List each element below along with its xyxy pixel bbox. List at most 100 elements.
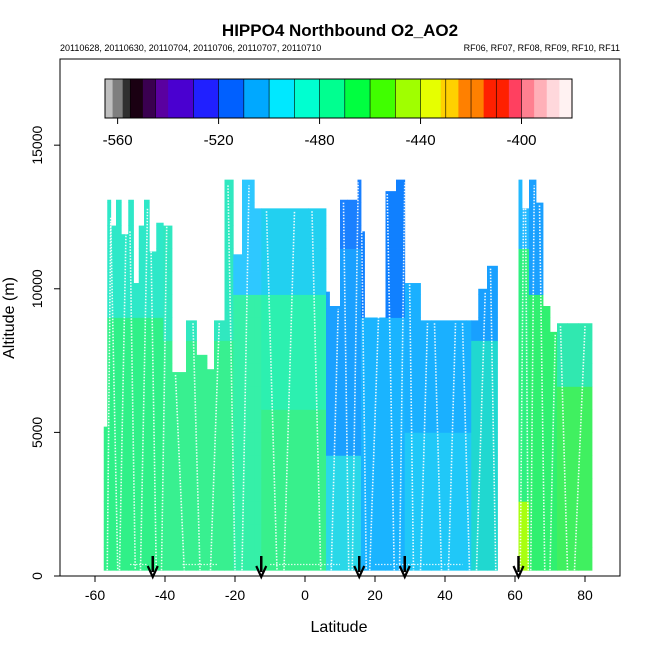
curtain-cell (242, 409, 255, 433)
curtain-cell (254, 340, 262, 364)
curtain-cell (110, 225, 117, 249)
curtain-cell (144, 202, 150, 226)
curtain-cell (163, 225, 173, 249)
curtain-cell (396, 386, 406, 410)
curtain-cell (361, 501, 365, 525)
curtain-cell (396, 363, 406, 387)
curtain-cell (529, 455, 537, 479)
curtain-cell (110, 432, 117, 456)
curtain-cell (557, 501, 568, 525)
curtain-cell (371, 340, 386, 364)
curtain-cell (144, 294, 150, 318)
curtain-cell (116, 524, 122, 548)
y-tick-label: 10000 (29, 269, 45, 308)
curtain-cell (144, 363, 150, 387)
curtain-cell (242, 271, 255, 295)
curtain-cell (471, 455, 479, 479)
curtain-cell (347, 202, 358, 226)
curtain-cell (254, 363, 262, 387)
curtain-cell (207, 369, 215, 387)
curtain-cell (261, 225, 309, 249)
curtain-cell (233, 432, 243, 456)
curtain-cell (149, 317, 157, 341)
curtain-cell (529, 202, 537, 226)
curtain-cell (522, 409, 530, 433)
x-tick-label: 60 (507, 587, 523, 603)
curtain-cell (347, 409, 358, 433)
curtain-cell (233, 547, 243, 571)
curtain-cell (357, 317, 362, 341)
flight-end-arrowhead (255, 565, 268, 580)
curtain-cell (116, 317, 122, 341)
curtain-cell (487, 432, 498, 456)
curtain-cell (233, 386, 243, 410)
curtain-cell (163, 271, 173, 295)
curtain-cell (163, 409, 173, 433)
curtain-cell (156, 340, 164, 364)
curtain-cell (116, 294, 122, 318)
curtain-cell (186, 524, 197, 548)
curtain-cell (326, 386, 330, 410)
curtain-cell (522, 455, 530, 479)
curtain-cell (224, 501, 234, 525)
curtain-cell (107, 340, 112, 364)
curtain-cell (254, 271, 262, 295)
curtain-cell (261, 432, 309, 456)
curtain-cell (138, 547, 145, 571)
curtain-cell (431, 340, 467, 364)
curtain-cell (121, 363, 129, 387)
curtain-cell (110, 271, 117, 295)
curtain-cell (308, 432, 327, 456)
curtain-cell (347, 317, 358, 341)
curtain-cell (347, 478, 358, 502)
curtain-cell (550, 340, 558, 364)
curtain-cell (326, 294, 330, 318)
curtain-cell (487, 409, 498, 433)
y-axis-label: Altitude (m) (1, 277, 18, 359)
curtain-cell (371, 547, 386, 571)
curtain-cell (522, 524, 530, 548)
curtain-cell (156, 547, 164, 571)
curtain-cell (466, 363, 472, 387)
curtain-cell (186, 386, 197, 410)
curtain-cell (536, 501, 544, 525)
curtain-cell (308, 478, 327, 502)
curtain-cell (420, 478, 432, 502)
curtain-cell (172, 524, 187, 548)
curtain-cell (138, 225, 145, 249)
curtain-cell (242, 547, 255, 571)
curtain-cell (196, 432, 208, 456)
curtain-cell (107, 455, 112, 479)
curtain-cell (116, 386, 122, 410)
curtain-cell (149, 251, 157, 272)
curtain-cell (163, 501, 173, 525)
curtain-cell (578, 340, 593, 364)
colorbar-swatch (112, 79, 124, 118)
curtain-cell (121, 317, 129, 341)
curtain-cell (522, 225, 530, 249)
curtain-cell (466, 432, 472, 456)
curtain-cell (347, 225, 358, 249)
curtain-cell (103, 501, 108, 525)
curtain-cell (133, 294, 140, 318)
y-axis: 0 5000 10000 15000 (29, 125, 60, 580)
curtain-cell (107, 271, 112, 295)
colorbar-swatch (193, 79, 219, 118)
curtain-cell (347, 294, 358, 318)
curtain-cell (242, 363, 255, 387)
curtain-cell (149, 432, 157, 456)
curtain-cell (261, 409, 309, 433)
curtain-cell (156, 432, 164, 456)
curtain-cell (357, 294, 362, 318)
curtain-cell (254, 478, 262, 502)
curtain-cell (357, 455, 362, 479)
colorbar-swatch (319, 79, 346, 118)
curtain-cell (529, 432, 537, 456)
curtain-cell (364, 432, 372, 456)
curtain-cell (578, 363, 593, 387)
curtain-cell (557, 524, 568, 548)
curtain-cell (196, 501, 208, 525)
curtain-cell (133, 386, 140, 410)
curtain-cell (385, 547, 397, 571)
curtain-cell (340, 432, 348, 456)
